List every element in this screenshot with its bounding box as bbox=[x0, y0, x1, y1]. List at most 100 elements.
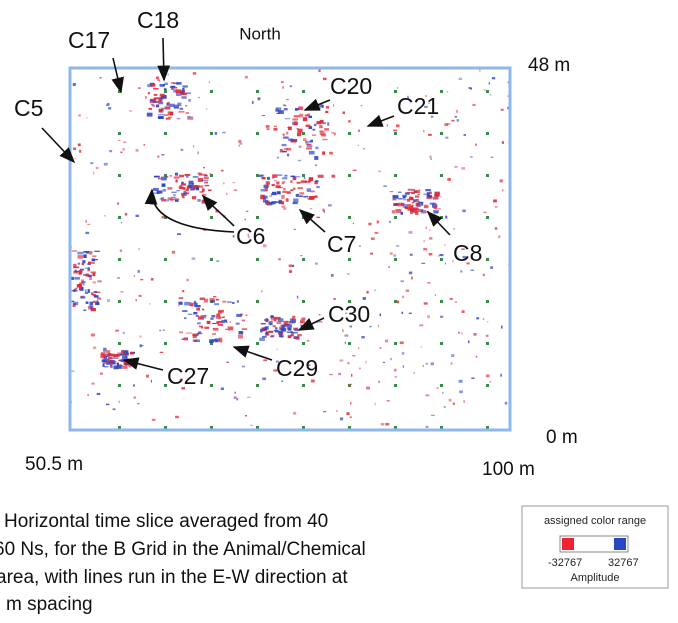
anomaly-speck bbox=[286, 147, 292, 151]
anomaly-speck bbox=[202, 179, 209, 181]
amplitude-speck bbox=[95, 167, 99, 170]
anomaly-speck bbox=[88, 261, 92, 264]
amplitude-speck bbox=[318, 313, 321, 316]
anomaly-speck bbox=[102, 363, 105, 367]
amplitude-speck bbox=[413, 372, 415, 374]
amplitude-speck bbox=[139, 335, 142, 338]
legend-bar bbox=[559, 535, 629, 553]
amplitude-speck bbox=[368, 222, 372, 226]
grid-marker bbox=[302, 174, 305, 177]
grid-marker bbox=[486, 426, 489, 429]
amplitude-speck bbox=[204, 181, 209, 184]
amplitude-speck bbox=[494, 227, 498, 230]
anomaly-speck bbox=[433, 206, 437, 209]
anomaly-speck bbox=[238, 334, 243, 339]
amplitude-speck bbox=[444, 244, 446, 246]
amplitude-speck bbox=[70, 370, 75, 372]
amplitude-speck bbox=[159, 329, 162, 332]
anomaly-speck bbox=[93, 290, 98, 294]
anomaly-speck bbox=[306, 145, 313, 147]
anomaly-speck bbox=[166, 102, 170, 106]
anomaly-speck bbox=[421, 201, 424, 206]
amplitude-speck bbox=[122, 148, 125, 151]
anomaly-speck bbox=[203, 298, 209, 303]
amplitude-speck bbox=[445, 215, 448, 219]
grid-marker bbox=[440, 258, 443, 261]
amplitude-speck bbox=[379, 347, 382, 349]
amplitude-speck bbox=[405, 289, 410, 292]
anomaly-speck bbox=[199, 297, 205, 300]
grid-marker bbox=[394, 300, 397, 303]
anomaly-speck bbox=[286, 320, 292, 323]
amplitude-speck bbox=[485, 334, 489, 337]
amplitude-speck bbox=[275, 360, 280, 363]
amplitude-speck bbox=[73, 147, 76, 150]
anomaly-speck bbox=[83, 309, 87, 311]
anomaly-speck bbox=[164, 82, 168, 85]
amplitude-speck bbox=[137, 269, 140, 273]
amplitude-speck bbox=[389, 252, 393, 255]
anomaly-speck bbox=[153, 93, 158, 96]
amplitude-speck bbox=[494, 206, 498, 208]
anomaly-speck bbox=[184, 174, 191, 176]
grid-marker bbox=[164, 174, 167, 177]
amplitude-speck bbox=[244, 415, 248, 417]
anomaly-speck bbox=[158, 96, 164, 100]
anomaly-speck bbox=[319, 119, 324, 124]
anomaly-speck bbox=[193, 302, 198, 307]
anomaly-speck bbox=[80, 296, 86, 299]
grid-marker bbox=[486, 300, 489, 303]
grid-marker bbox=[164, 132, 167, 135]
anomaly-speck bbox=[289, 318, 294, 323]
anomaly-speck bbox=[217, 310, 222, 314]
amplitude-speck bbox=[461, 167, 466, 170]
amplitude-speck bbox=[273, 180, 277, 182]
anomaly-speck bbox=[267, 183, 270, 188]
amplitude-speck bbox=[482, 318, 485, 321]
anomaly-speck bbox=[100, 356, 103, 359]
amplitude-speck bbox=[297, 159, 302, 162]
anomaly-speck bbox=[306, 143, 312, 146]
anomaly-speck bbox=[271, 191, 277, 195]
amplitude-speck bbox=[419, 324, 424, 327]
anomaly-speck bbox=[313, 123, 317, 127]
arrow bbox=[157, 37, 171, 82]
anomaly-speck bbox=[313, 128, 316, 131]
anomaly-speck bbox=[290, 175, 296, 178]
anomaly-speck bbox=[290, 139, 297, 143]
grid-marker bbox=[348, 90, 351, 93]
amplitude-speck bbox=[366, 386, 370, 390]
anomaly-speck bbox=[178, 186, 184, 189]
amplitude-speck bbox=[239, 142, 243, 145]
arrow bbox=[303, 98, 331, 111]
anomaly-speck bbox=[88, 274, 92, 278]
amplitude-speck bbox=[456, 119, 460, 122]
amplitude-speck bbox=[499, 179, 503, 183]
amplitude-speck bbox=[482, 273, 485, 276]
anomaly-speck bbox=[161, 198, 166, 202]
amplitude-speck bbox=[209, 172, 211, 175]
amplitude-speck bbox=[374, 289, 376, 292]
anomaly-speck bbox=[270, 334, 275, 337]
anomaly-speck bbox=[324, 128, 329, 131]
amplitude-speck bbox=[306, 339, 310, 342]
anomaly-speck bbox=[269, 195, 273, 197]
north-label: North bbox=[239, 24, 281, 43]
grid-marker bbox=[440, 174, 443, 177]
grid-marker bbox=[302, 300, 305, 303]
anomaly-speck bbox=[201, 188, 205, 192]
anomaly-speck bbox=[194, 339, 200, 343]
anomaly-speck bbox=[231, 302, 235, 304]
anomaly-speck bbox=[105, 353, 110, 357]
anomaly-speck bbox=[130, 352, 133, 354]
anomaly-speck bbox=[214, 303, 220, 306]
anomaly-speck bbox=[300, 319, 305, 324]
anomaly-speck bbox=[80, 268, 85, 271]
anomaly-speck bbox=[183, 192, 188, 195]
anomaly-speck bbox=[299, 113, 304, 118]
anomaly-speck bbox=[212, 327, 219, 331]
amplitude-speck bbox=[347, 273, 350, 275]
anomaly-speck bbox=[271, 184, 275, 187]
amplitude-speck bbox=[460, 270, 463, 273]
anomaly-speck bbox=[181, 93, 187, 96]
